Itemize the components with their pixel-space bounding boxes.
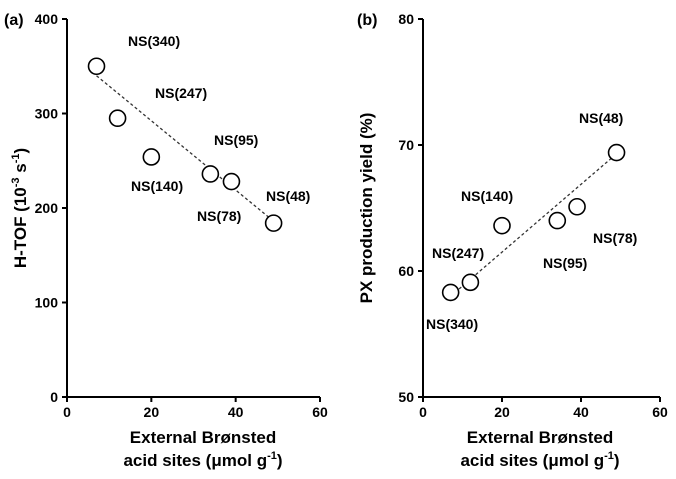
panel-a-point-label: NS(95) xyxy=(214,132,258,148)
panel-a-x-tick-label: 20 xyxy=(144,404,160,420)
panel-b: (b) 0 20 40 60 50 60 70 80 NS(340) NS(247) NS(140)… xyxy=(357,11,668,470)
panel-a-data-point xyxy=(201,165,220,183)
panel-b-data-point xyxy=(568,197,586,216)
panel-a-y-tick-label: 200 xyxy=(35,200,59,216)
panel-a-point-label: NS(340) xyxy=(128,33,180,49)
panel-a-x-axis-title-line1: External Brønsted xyxy=(130,428,276,447)
panel-b-point-label: NS(48) xyxy=(579,110,623,126)
panel-a: (a) 0 20 40 60 0 100 200 300 400 NS(340) NS(247) NS… xyxy=(4,11,328,470)
panel-b-point-label: NS(247) xyxy=(432,245,484,261)
panel-b-data-point xyxy=(548,211,567,230)
panel-b-label: (b) xyxy=(357,12,377,29)
panel-b-point-label: NS(95) xyxy=(543,255,587,271)
panel-b-x-tick-label: 0 xyxy=(419,404,427,420)
panel-b-y-tick-label: 60 xyxy=(398,263,414,279)
panel-b-point-label: NS(140) xyxy=(461,188,513,204)
panel-a-label: (a) xyxy=(4,12,24,29)
panel-a-y-tick-label: 400 xyxy=(35,11,59,27)
panel-a-y-tick-label: 300 xyxy=(35,106,59,122)
panel-a-data-point xyxy=(87,57,106,76)
panel-a-marks: 0 20 40 60 0 100 200 300 400 NS(340) NS(247) NS(140… xyxy=(35,11,328,420)
panel-b-data-point xyxy=(607,143,626,162)
panel-b-y-tick-label: 80 xyxy=(398,11,414,27)
panel-a-data-point xyxy=(264,214,283,232)
panel-b-point-label: NS(340) xyxy=(426,316,478,332)
panel-b-y-tick-label: 70 xyxy=(398,137,414,153)
panel-b-x-tick-label: 40 xyxy=(573,404,589,420)
panel-b-x-tick-label: 60 xyxy=(652,404,668,420)
panel-a-x-axis-title-line2: acid sites (μmol g-1) xyxy=(123,450,282,470)
panel-a-point-label: NS(247) xyxy=(155,85,207,101)
panel-b-trend-line xyxy=(450,153,617,297)
panel-b-x-axis-title-line2: acid sites (μmol g-1) xyxy=(460,450,619,470)
panel-b-marks: 0 20 40 60 50 60 70 80 NS(340) NS(247) NS(140) NS(9… xyxy=(398,11,668,420)
panel-a-point-label: NS(48) xyxy=(266,188,310,204)
panel-a-x-tick-label: 0 xyxy=(63,404,71,420)
panel-b-data-point xyxy=(441,283,460,302)
panel-a-data-point xyxy=(222,172,241,191)
panel-a-point-label: NS(78) xyxy=(197,208,241,224)
panel-a-data-point xyxy=(108,109,127,128)
panel-a-y-tick-label: 0 xyxy=(50,389,58,405)
panel-b-data-point xyxy=(461,273,480,292)
panel-a-x-tick-label: 40 xyxy=(228,404,244,420)
panel-b-point-label: NS(78) xyxy=(593,230,637,246)
panel-b-y-tick-label: 50 xyxy=(398,389,414,405)
panel-a-y-axis-title: H-TOF (10-3 s-1) xyxy=(10,148,30,268)
panel-a-point-label: NS(140) xyxy=(131,178,183,194)
panel-b-y-axis-title: PX production yield (%) xyxy=(357,113,376,304)
panel-b-x-tick-label: 20 xyxy=(494,404,510,420)
panel-a-y-tick-label: 100 xyxy=(35,295,59,311)
panel-b-data-point xyxy=(493,216,511,235)
panel-b-x-axis-title-line1: External Brønsted xyxy=(467,428,613,447)
panel-a-data-point xyxy=(142,148,161,166)
panel-a-x-tick-label: 60 xyxy=(312,404,328,420)
